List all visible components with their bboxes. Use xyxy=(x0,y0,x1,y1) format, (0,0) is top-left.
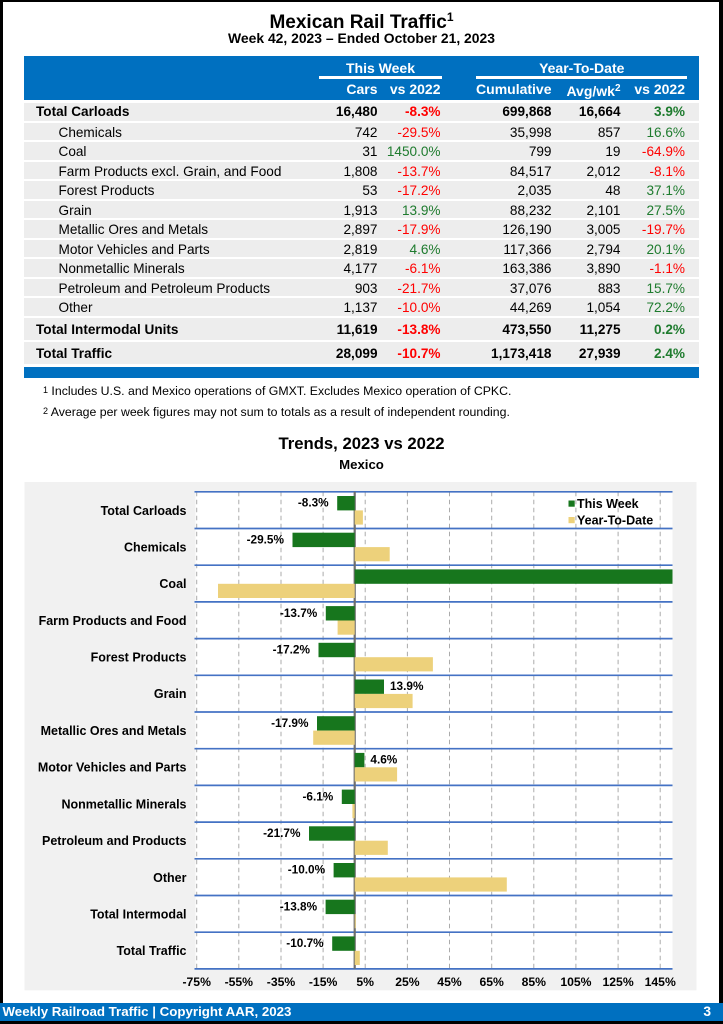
svg-text:145%: 145% xyxy=(645,975,676,989)
svg-text:-8.3%: -8.3% xyxy=(298,496,329,510)
svg-text:Total Intermodal: Total Intermodal xyxy=(90,908,186,922)
svg-text:25%: 25% xyxy=(395,975,420,989)
svg-text:-29.5%: -29.5% xyxy=(247,532,285,546)
svg-text:Year-To-Date: Year-To-Date xyxy=(577,513,653,527)
svg-text:65%: 65% xyxy=(479,975,504,989)
svg-text:Nonmetallic Minerals: Nonmetallic Minerals xyxy=(61,797,186,811)
svg-text:-75%: -75% xyxy=(182,975,211,989)
svg-text:Petroleum and Products: Petroleum and Products xyxy=(42,834,187,848)
svg-text:Grain: Grain xyxy=(154,687,187,701)
svg-text:Metallic Ores and Metals: Metallic Ores and Metals xyxy=(41,724,187,738)
svg-text:13.9%: 13.9% xyxy=(390,679,424,693)
svg-text:Motor Vehicles and Parts: Motor Vehicles and Parts xyxy=(38,761,187,775)
svg-text:Other: Other xyxy=(153,871,186,885)
svg-text:-21.7%: -21.7% xyxy=(263,826,301,840)
svg-text:This Week: This Week xyxy=(577,497,639,511)
svg-text:-13.7%: -13.7% xyxy=(280,606,318,620)
svg-text:125%: 125% xyxy=(603,975,634,989)
svg-text:Farm Products and Food: Farm Products and Food xyxy=(39,614,187,628)
svg-text:Total Traffic: Total Traffic xyxy=(117,944,187,958)
svg-text:Chemicals: Chemicals xyxy=(124,541,187,555)
svg-text:Forest Products: Forest Products xyxy=(91,651,187,665)
svg-text:105%: 105% xyxy=(560,975,591,989)
svg-text:-17.9%: -17.9% xyxy=(271,716,309,730)
svg-text:-17.2%: -17.2% xyxy=(273,643,311,657)
svg-text:-55%: -55% xyxy=(225,975,254,989)
svg-text:45%: 45% xyxy=(437,975,462,989)
svg-text:-10.7%: -10.7% xyxy=(286,936,324,950)
svg-text:85%: 85% xyxy=(522,975,547,989)
svg-text:5%: 5% xyxy=(356,975,374,989)
svg-text:Total Carloads: Total Carloads xyxy=(101,504,187,518)
svg-text:-35%: -35% xyxy=(267,975,296,989)
svg-text:-10.0%: -10.0% xyxy=(288,863,326,877)
svg-text:-13.8%: -13.8% xyxy=(280,899,318,913)
svg-text:-6.1%: -6.1% xyxy=(302,789,333,803)
svg-text:4.6%: 4.6% xyxy=(370,753,397,767)
svg-text:-15%: -15% xyxy=(309,975,338,989)
svg-text:Coal: Coal xyxy=(159,577,186,591)
